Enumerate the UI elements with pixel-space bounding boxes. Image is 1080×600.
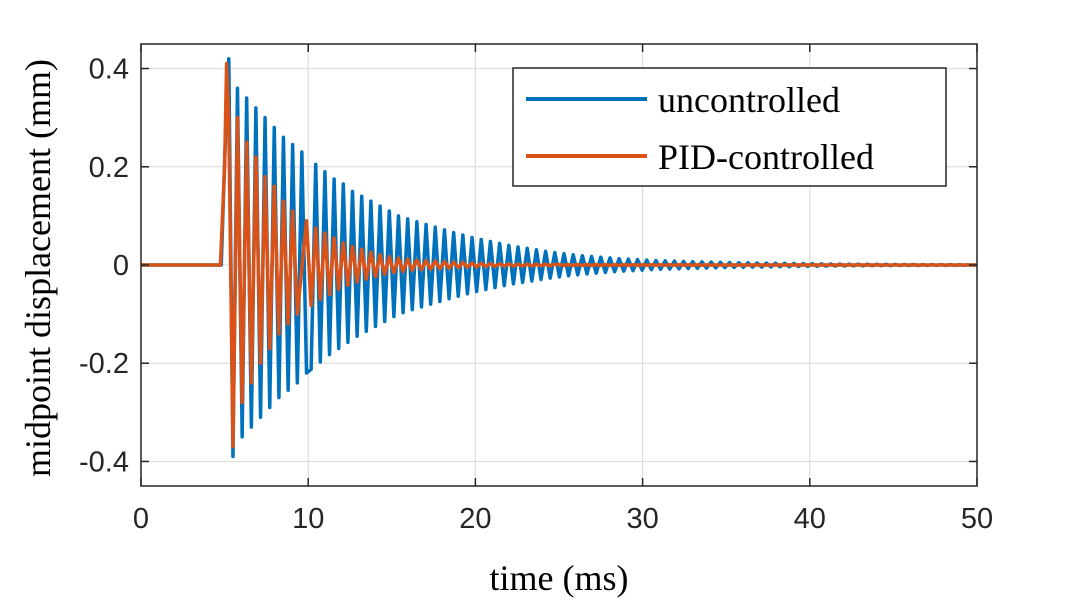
legend-box	[512, 67, 947, 187]
legend-label-pid-controlled: PID-controlled	[658, 137, 874, 177]
x-tick-label: 10	[292, 503, 324, 535]
y-tick-label: -0.4	[79, 446, 129, 478]
y-axis-title: midpoint displacement (mm)	[18, 59, 58, 477]
x-axis-title: time (ms)	[490, 558, 629, 598]
series-line-pid-controlled	[141, 61, 977, 449]
legend-label-uncontrolled: uncontrolled	[658, 80, 840, 120]
x-tick-label: 0	[133, 503, 149, 535]
series-layer	[141, 56, 977, 459]
legend: uncontrolled PID-controlled	[512, 67, 947, 187]
x-tick-label: 30	[626, 503, 658, 535]
y-tick-label: 0.2	[89, 152, 129, 184]
tick-marks	[140, 44, 978, 486]
x-tick-label: 40	[794, 503, 826, 535]
y-tick-label: 0.4	[89, 54, 129, 86]
y-tick-label: -0.2	[79, 348, 129, 380]
y-tick-label: 0	[113, 250, 129, 282]
tick-labels: 0 10 20 30 40 50 -0.4 -0.2 0 0.2 0.4	[79, 54, 993, 535]
x-tick-label: 50	[961, 503, 993, 535]
x-tick-label: 20	[459, 503, 491, 535]
